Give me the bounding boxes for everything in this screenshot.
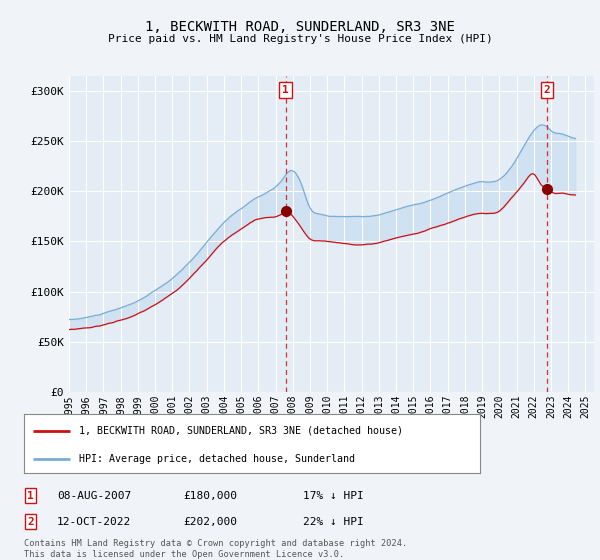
Text: 1: 1 [282, 85, 289, 95]
Text: Price paid vs. HM Land Registry's House Price Index (HPI): Price paid vs. HM Land Registry's House … [107, 34, 493, 44]
Text: Contains HM Land Registry data © Crown copyright and database right 2024.
This d: Contains HM Land Registry data © Crown c… [24, 539, 407, 559]
Text: 17% ↓ HPI: 17% ↓ HPI [303, 491, 364, 501]
Text: 22% ↓ HPI: 22% ↓ HPI [303, 517, 364, 527]
Text: 2: 2 [27, 517, 34, 527]
Text: 1, BECKWITH ROAD, SUNDERLAND, SR3 3NE (detached house): 1, BECKWITH ROAD, SUNDERLAND, SR3 3NE (d… [79, 426, 403, 436]
Text: HPI: Average price, detached house, Sunderland: HPI: Average price, detached house, Sund… [79, 454, 355, 464]
Text: 08-AUG-2007: 08-AUG-2007 [57, 491, 131, 501]
Text: 1: 1 [27, 491, 34, 501]
Text: £180,000: £180,000 [183, 491, 237, 501]
Text: 2: 2 [544, 85, 551, 95]
Text: £202,000: £202,000 [183, 517, 237, 527]
Text: 12-OCT-2022: 12-OCT-2022 [57, 517, 131, 527]
Text: 1, BECKWITH ROAD, SUNDERLAND, SR3 3NE: 1, BECKWITH ROAD, SUNDERLAND, SR3 3NE [145, 20, 455, 34]
